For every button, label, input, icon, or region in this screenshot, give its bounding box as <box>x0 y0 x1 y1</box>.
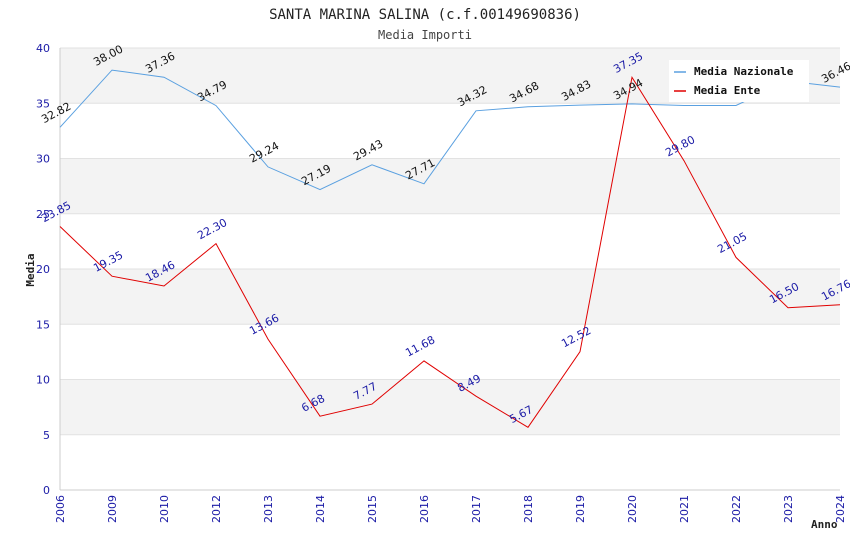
chart-title: SANTA MARINA SALINA (c.f.00149690836) <box>269 7 581 23</box>
x-axis-label: Anno <box>811 518 838 531</box>
data-label: 11.68 <box>403 333 437 359</box>
y-tick-label: 25 <box>36 208 50 221</box>
grid-band <box>60 158 840 214</box>
x-tick-label: 2013 <box>262 495 275 523</box>
y-tick-label: 10 <box>36 374 50 387</box>
series-lines <box>59 69 841 428</box>
x-axis-ticks: 2006 2009 2010 2012 2013 2014 2015 2016 2017 2018… <box>54 495 847 523</box>
y-tick-label: 0 <box>43 484 50 497</box>
x-tick-label: 2024 <box>834 495 847 523</box>
y-tick-label: 15 <box>36 318 50 331</box>
series-line-media-ente <box>59 75 841 428</box>
y-tick-label: 35 <box>36 97 50 110</box>
legend-label-media-nazionale: Media Nazionale <box>694 65 794 78</box>
y-tick-label: 40 <box>36 42 50 55</box>
legend-box <box>669 60 809 102</box>
legend: Media Nazionale Media Ente <box>669 60 809 102</box>
x-tick-label: 2020 <box>626 495 639 523</box>
data-label: 22.30 <box>195 216 229 242</box>
grid-band <box>60 379 840 435</box>
legend-label-media-ente: Media Ente <box>694 84 761 97</box>
x-tick-label: 2009 <box>106 495 119 523</box>
y-axis-ticks: 0 5 10 15 20 25 30 35 40 <box>36 42 50 497</box>
data-label: 23.85 <box>39 199 73 225</box>
data-label: 12.52 <box>559 324 593 350</box>
data-label: 21.05 <box>715 230 749 256</box>
y-tick-label: 20 <box>36 263 50 276</box>
x-tick-label: 2018 <box>522 495 535 523</box>
grid-band <box>60 269 840 325</box>
y-axis-label: Media <box>24 253 37 286</box>
chart-subtitle: Media Importi <box>378 28 472 42</box>
x-tick-label: 2022 <box>730 495 743 523</box>
x-tick-label: 2017 <box>470 495 483 523</box>
x-tick-label: 2010 <box>158 495 171 523</box>
x-tick-label: 2023 <box>782 495 795 523</box>
x-tick-label: 2021 <box>678 495 691 523</box>
series-line-media-nazionale <box>59 69 841 191</box>
x-tick-label: 2016 <box>418 495 431 523</box>
x-tick-label: 2019 <box>574 495 587 523</box>
x-tick-label: 2015 <box>366 495 379 523</box>
y-tick-label: 30 <box>36 153 50 166</box>
x-tick-label: 2006 <box>54 495 67 523</box>
y-tick-label: 5 <box>43 429 50 442</box>
x-tick-label: 2014 <box>314 495 327 523</box>
grid-bands <box>60 48 840 435</box>
x-tick-label: 2012 <box>210 495 223 523</box>
